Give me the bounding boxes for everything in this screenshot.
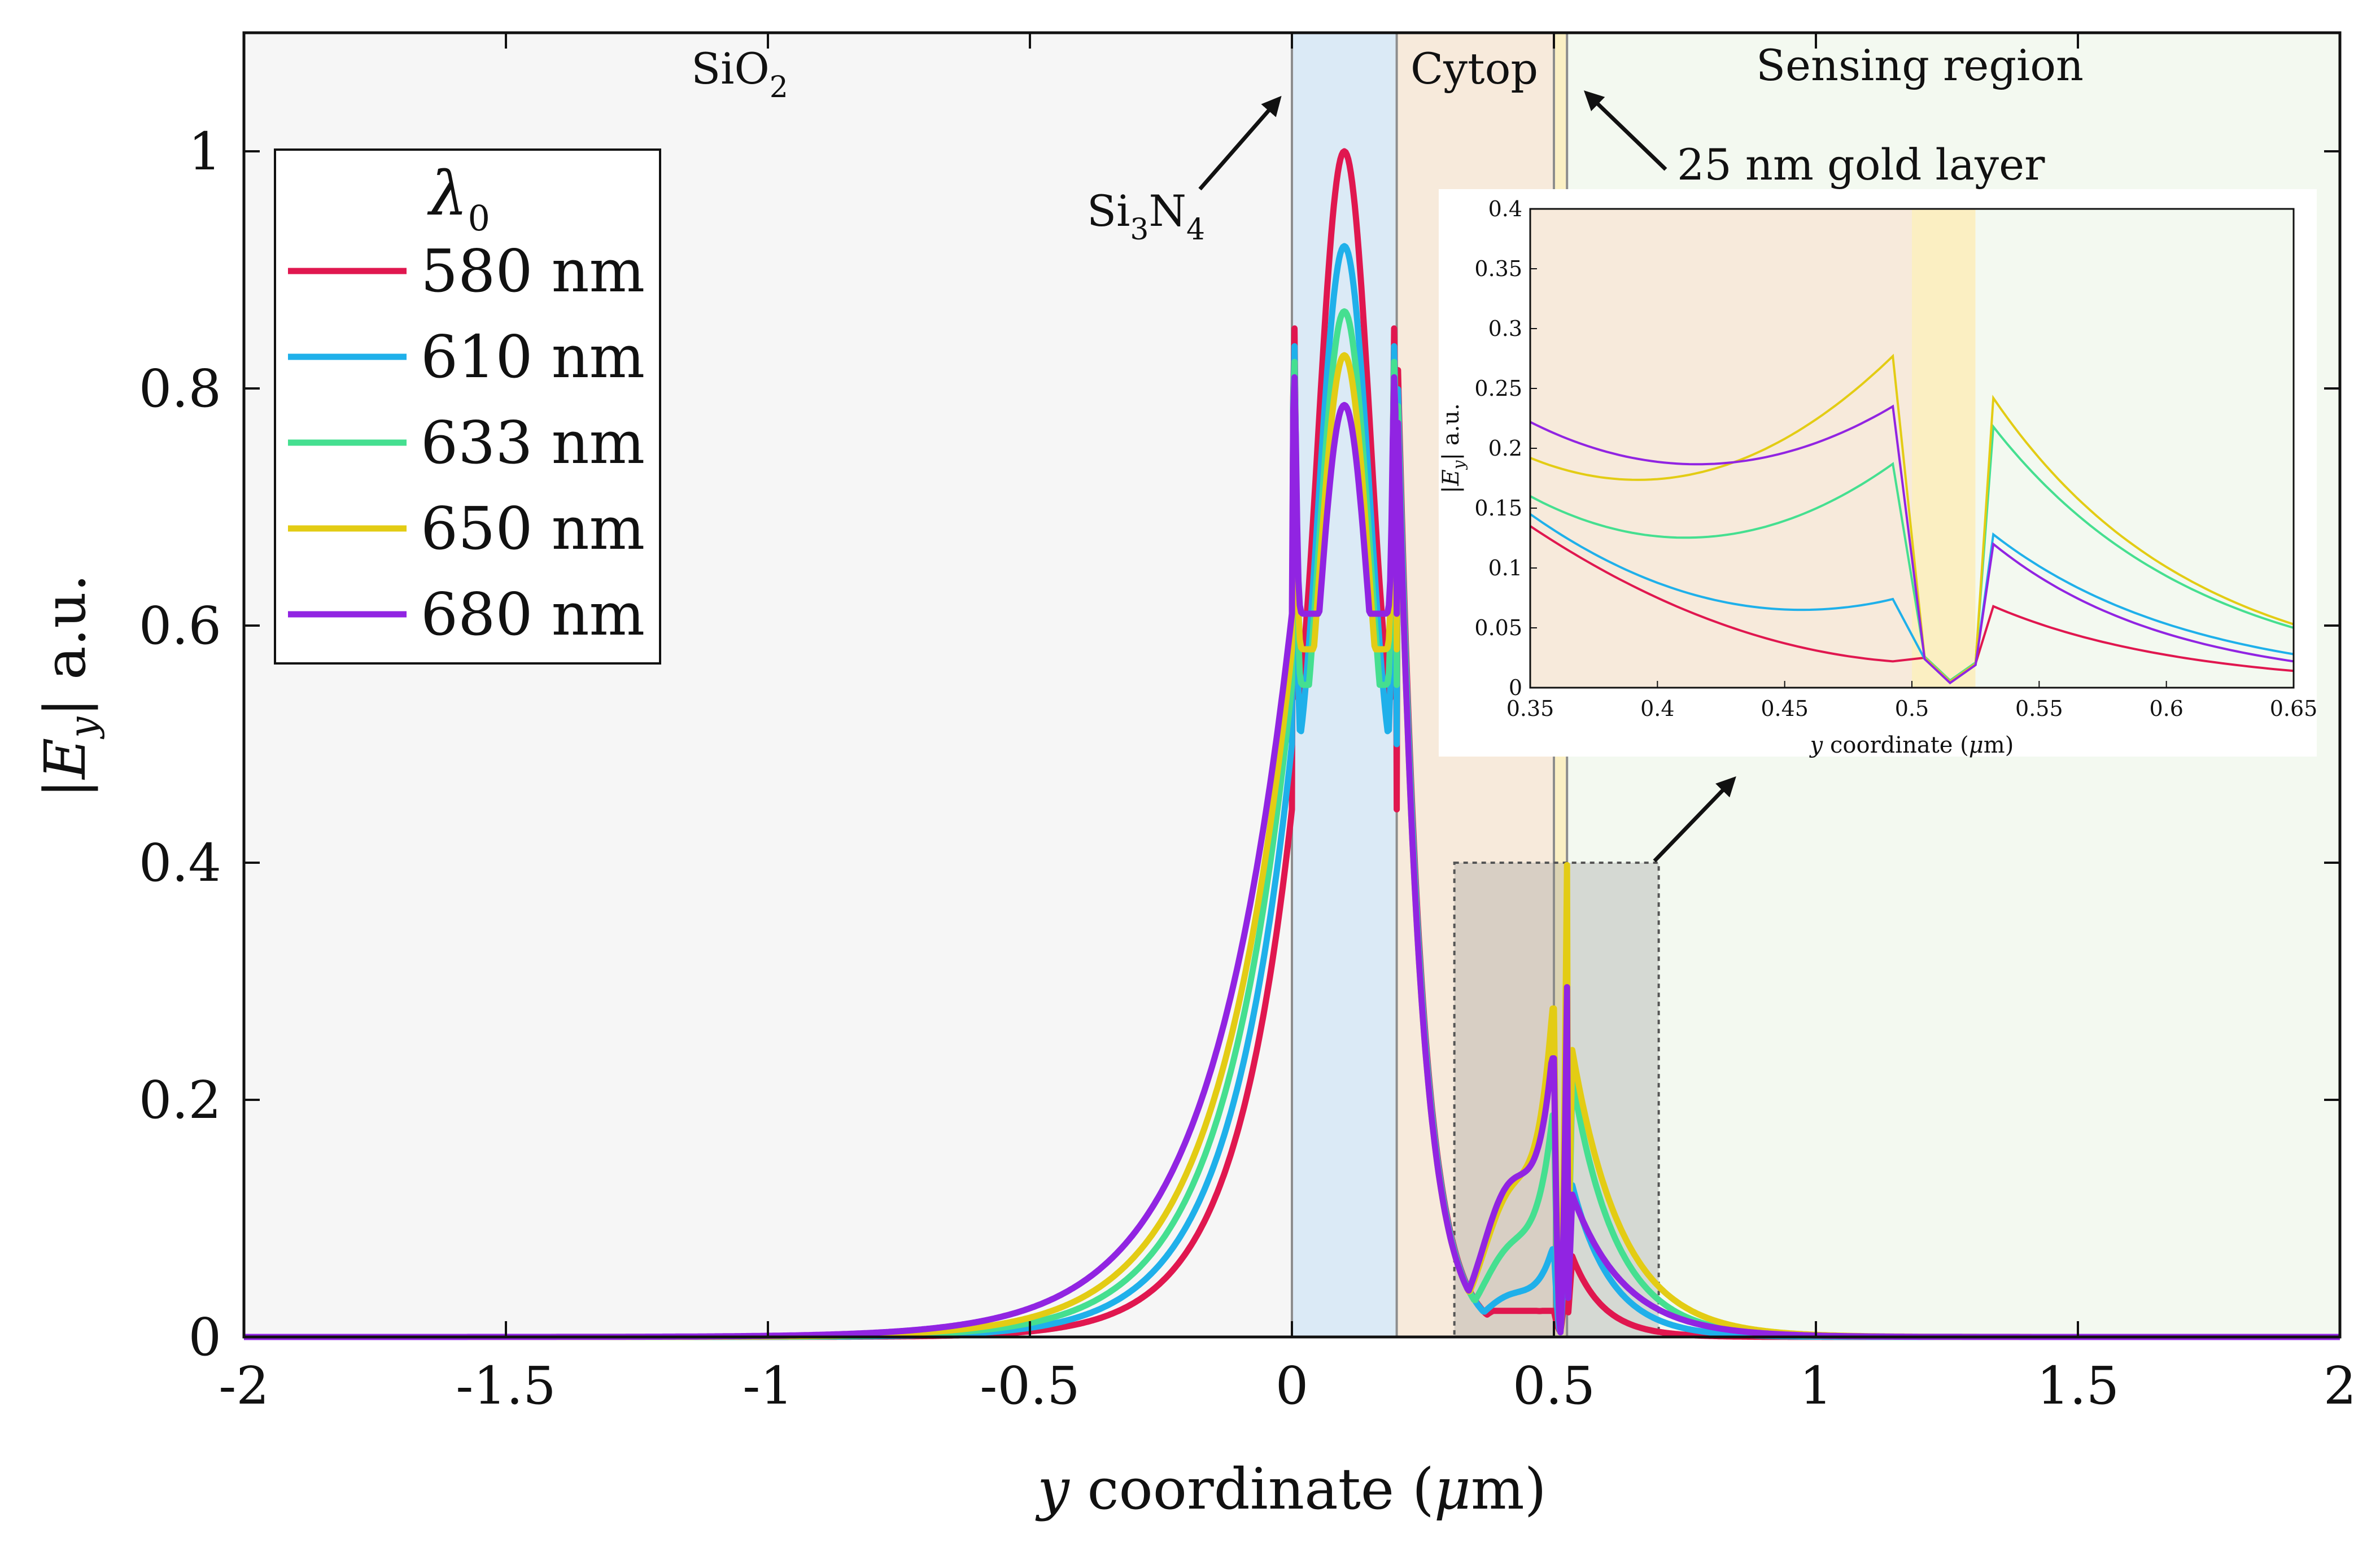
arrow-gold-layer bbox=[1583, 90, 1667, 171]
inset-x-axis-label: y coordinate (μm) bbox=[1809, 732, 2014, 758]
inset-y-tick-label: 0.25 bbox=[1474, 376, 1522, 401]
inset-y-tick-label: 0.05 bbox=[1474, 615, 1522, 640]
inset-y-axis-label: |Ey| a.u. bbox=[1438, 403, 1468, 493]
inset-series-line-610-nm bbox=[1529, 513, 2294, 685]
label-si3n4: Si3N4 bbox=[1087, 186, 1205, 247]
inset-x-tick-label: 0.35 bbox=[1506, 696, 1554, 721]
x-tick-label: -0.5 bbox=[980, 1356, 1080, 1416]
x-tick-label: -2 bbox=[219, 1356, 269, 1416]
y-tick-label: 0.6 bbox=[139, 596, 221, 656]
inset-x-tick-label: 0.4 bbox=[1640, 696, 1674, 721]
inset-x-tick-label: 0.45 bbox=[1761, 696, 1809, 721]
inset-series-line-680-nm bbox=[1530, 404, 2294, 685]
legend-entry: 650 nm bbox=[421, 494, 645, 563]
arrow-zoom bbox=[1653, 776, 1736, 863]
legend-entry: 633 nm bbox=[421, 408, 645, 477]
legend-entry: 580 nm bbox=[421, 237, 645, 305]
inset-y-tick-label: 0.1 bbox=[1488, 556, 1522, 580]
inset-series-line-633-nm bbox=[1530, 423, 2294, 682]
x-tick-label: 0.5 bbox=[1513, 1356, 1595, 1416]
x-tick-label: 1.5 bbox=[2037, 1356, 2119, 1416]
x-axis-label: y coordinate (μm) bbox=[1035, 1456, 1547, 1522]
inset-series-line-650-nm bbox=[1530, 353, 2294, 683]
inset-x-tick-label: 0.6 bbox=[2149, 696, 2183, 721]
y-tick-label: 0.4 bbox=[139, 833, 221, 893]
label-cytop: Cytop bbox=[1410, 43, 1538, 94]
inset-region-cytop bbox=[1530, 209, 1912, 688]
inset-y-tick-label: 0.4 bbox=[1488, 196, 1522, 221]
label-sio2: SiO2 bbox=[691, 43, 788, 104]
inset-y-tick-label: 0.35 bbox=[1474, 256, 1522, 281]
legend-box bbox=[274, 148, 661, 665]
inset-x-tick-label: 0.55 bbox=[2015, 696, 2063, 721]
arrow-si3n4 bbox=[1198, 95, 1282, 191]
label-gold-layer: 25 nm gold layer bbox=[1677, 139, 2045, 190]
y-tick-label: 0.8 bbox=[139, 359, 221, 419]
inset-x-tick-label: 0.65 bbox=[2270, 696, 2318, 721]
x-tick-label: -1 bbox=[743, 1356, 793, 1416]
axis-ticks: -2 -1.5 -1 -0.5 0 0.5 1 1.5 2 0 0.2 0.4 0.6 0.8 1 bbox=[139, 33, 2357, 1416]
inset-region-sensing bbox=[1975, 209, 2294, 688]
inset-series-line-580-nm bbox=[1529, 525, 2294, 683]
legend-title: λ0 bbox=[427, 159, 490, 239]
y-tick-label: 0 bbox=[188, 1307, 221, 1367]
inset-y-tick-label: 0.15 bbox=[1474, 496, 1522, 521]
y-axis-label: |Ey| a.u. bbox=[32, 574, 105, 798]
inset-region-gold bbox=[1912, 209, 1976, 688]
inset-chart: 0.35 0.4 0.45 0.5 0.55 0.6 0.65 0 0.05 0.1 0.15 0.2… bbox=[1438, 189, 2317, 758]
label-sensing-region: Sensing region bbox=[1756, 40, 2084, 90]
inset-x-tick-label: 0.5 bbox=[1895, 696, 1929, 721]
inset-y-tick-label: 0.2 bbox=[1488, 436, 1522, 461]
x-tick-label: 2 bbox=[2324, 1356, 2357, 1416]
legend-entry: 610 nm bbox=[421, 322, 645, 391]
y-tick-label: 0.2 bbox=[139, 1070, 221, 1130]
inset-y-tick-label: 0 bbox=[1509, 675, 1522, 700]
y-tick-label: 1 bbox=[188, 121, 221, 182]
inset-y-tick-label: 0.3 bbox=[1488, 316, 1522, 341]
x-tick-label: 0 bbox=[1276, 1356, 1309, 1416]
legend: λ0 580 nm 610 nm 633 nm 650 nm 680 nm bbox=[274, 148, 661, 665]
legend-entry: 680 nm bbox=[421, 580, 645, 649]
x-tick-label: -1.5 bbox=[456, 1356, 556, 1416]
x-tick-label: 1 bbox=[1800, 1356, 1833, 1416]
